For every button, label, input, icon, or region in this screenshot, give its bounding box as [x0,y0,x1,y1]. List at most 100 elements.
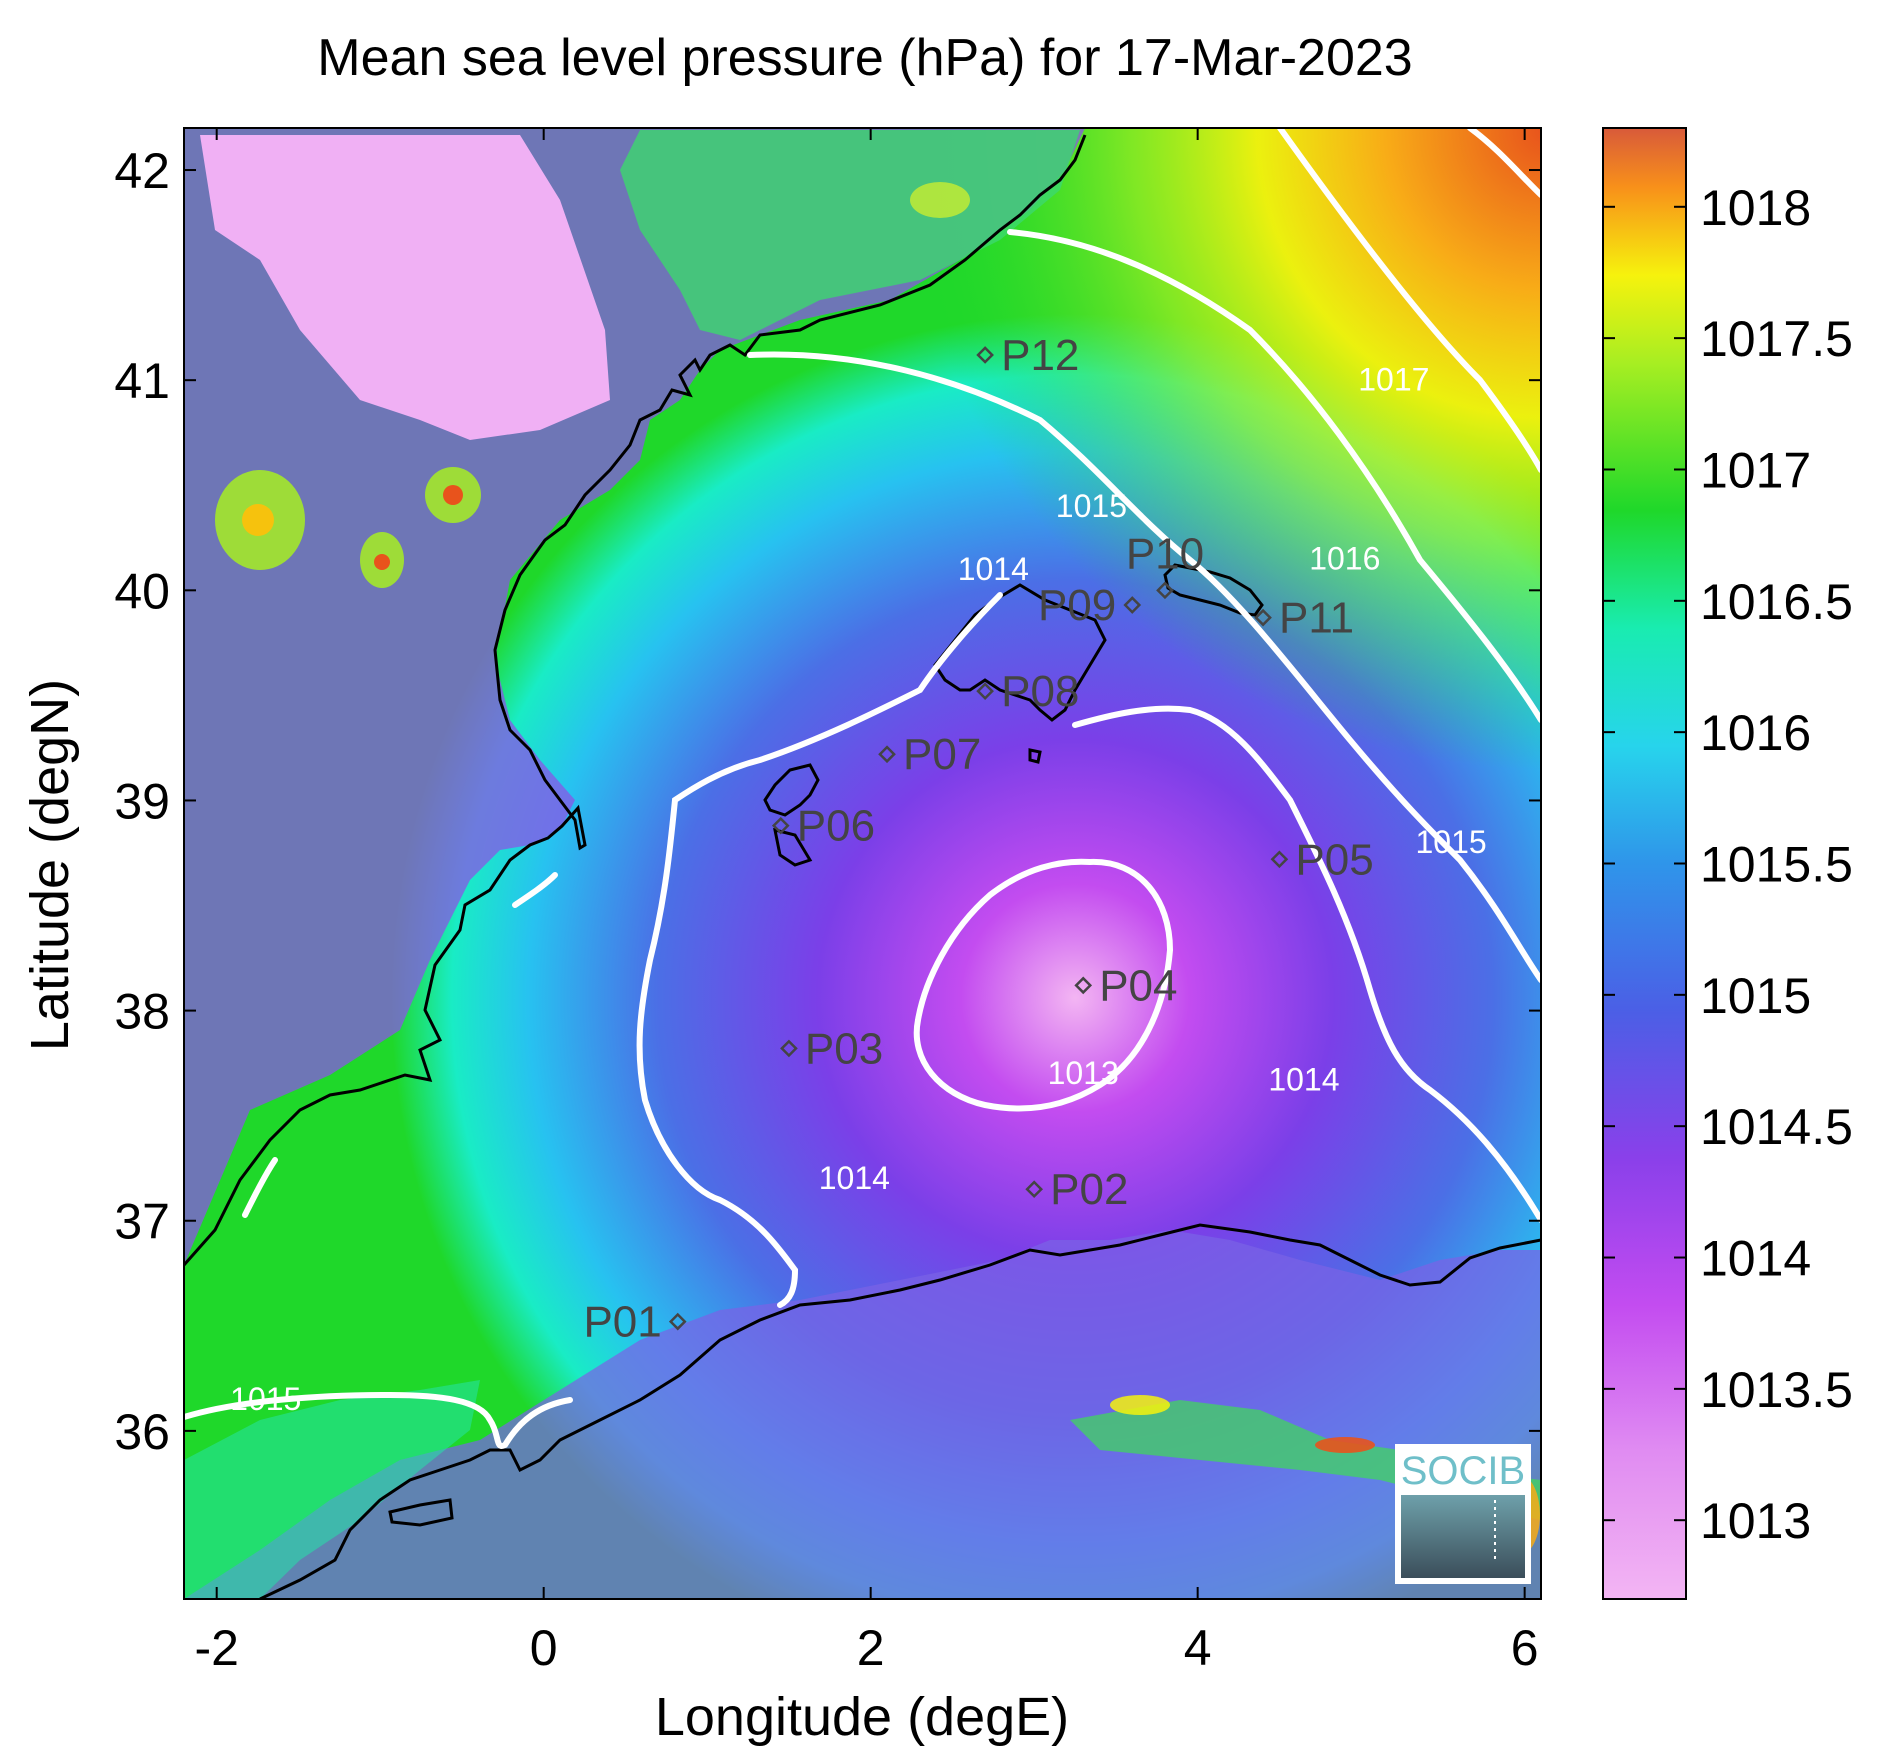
x-tick-label: 4 [1184,1620,1212,1676]
colorbar-tick-label: 1017 [1700,442,1811,498]
station-point: P11 [1254,594,1354,643]
isobar-label: 1015 [1056,488,1127,524]
station-point: P10 [1126,529,1204,600]
station-point: P01 [583,1298,687,1347]
coastlines [184,134,1541,1599]
y-tick-label: 39 [114,773,170,829]
station-marker [976,346,994,364]
colorbar-gradient [1602,127,1687,1600]
x-tick-label: 0 [530,1620,558,1676]
isobar-label: 1014 [1268,1061,1339,1097]
station-label: P03 [805,1024,883,1073]
isobar-label: 1017 [1358,362,1429,398]
colorbar-tick-label: 1017.5 [1700,311,1853,367]
isobar-label: 1015 [1415,824,1486,860]
isobar-coast-fragment-1 [512,872,558,908]
station-label: P04 [1099,961,1177,1010]
isobar-label: 1016 [1309,540,1380,576]
isobar-1014-east [1072,705,1541,1223]
coastline-iberia [184,134,1087,1266]
colorbar-tick-label: 1015 [1700,968,1811,1024]
isobar-label: 1014 [958,551,1029,587]
station-label: P07 [903,730,981,779]
y-tick-label: 36 [114,1404,170,1460]
x-tick-label: 6 [1511,1620,1539,1676]
colorbar: 1018 1017.5 1017 1016.5 1016 1015.5 1015 1014.5… [1602,127,1853,1600]
land-pink-plateau [200,135,610,440]
station-point: P06 [771,802,875,851]
station-marker [1270,850,1289,869]
isobar-1015-south [184,1391,573,1449]
station-point: P04 [1074,961,1178,1010]
isobar-1018-corner [1467,128,1541,198]
station-point: P02 [1025,1165,1128,1214]
colorbar-tick-label: 1013.5 [1700,1362,1853,1418]
colorbar-tick-label: 1016.5 [1700,574,1853,630]
y-axis-label: Latitude (degN) [20,679,80,1051]
y-tick-label: 37 [114,1194,170,1250]
isobar-1015-north [747,351,1541,983]
colorbar-tick-label: 1014 [1700,1231,1811,1287]
coastline-north-africa [259,1223,1541,1599]
station-marker [976,682,994,701]
socib-logo: SOCIB [1395,1444,1531,1584]
station-marker [771,816,790,835]
station-label: P11 [1279,594,1354,643]
land-north-africa [184,1230,1541,1599]
station-label: P10 [1126,529,1204,578]
colorbar-ticks: 1018 1017.5 1017 1016.5 1016 1015.5 1015 1014.5… [1603,180,1853,1549]
isobar-labels: 1017 1016 1015 1015 1014 1014 1014 1013 1015 [230,362,1487,1417]
station-label: P08 [1001,667,1079,716]
y-tick-label: 42 [114,143,170,199]
colorbar-tick-label: 1013 [1700,1493,1811,1549]
x-tick-label: 2 [857,1620,885,1676]
x-tick-label: -2 [194,1620,238,1676]
station-label: P01 [583,1298,661,1347]
station-point: P03 [780,1024,883,1073]
coastline-mallorca [933,583,1107,722]
land-southwest-green [184,1380,480,1599]
colorbar-tick-label: 1015.5 [1700,837,1853,893]
station-point: P05 [1270,835,1374,884]
socib-logo-text: SOCIB [1401,1449,1525,1493]
station-point: P09 [1038,581,1142,630]
isobar-label: 1013 [1048,1055,1119,1091]
x-axis: -2 0 2 4 6 [194,128,1539,1676]
station-marker [780,1039,798,1058]
coastline-formentera [773,827,813,867]
station-marker [1254,608,1272,627]
station-label: P12 [1001,331,1079,380]
station-label: P05 [1295,835,1373,884]
station-label: P06 [797,802,875,851]
y-tick-label: 38 [114,984,170,1040]
colorbar-tick-label: 1018 [1700,180,1811,236]
station-label: P09 [1038,581,1116,630]
x-axis-label: Longitude (degE) [655,1687,1069,1747]
station-label: P02 [1050,1165,1128,1214]
station-marker [1156,581,1174,600]
chart-title: Mean sea level pressure (hPa) for 17-Mar… [317,29,1412,87]
station-marker [1025,1180,1044,1199]
y-tick-label: 41 [114,353,170,409]
coastline-cabrera [1028,748,1042,764]
land-green-belt-north [620,130,1080,340]
isobars [184,128,1541,1449]
isobar-label: 1014 [819,1160,890,1196]
coastline-ibiza [763,763,820,817]
isobar-1014-inner [636,592,1003,1308]
station-marker [668,1312,687,1331]
isobar-1016 [1007,229,1541,723]
station-marker [878,745,896,764]
isobar-1013 [913,858,1174,1112]
station-marker [1074,976,1093,995]
station-point: P07 [878,730,981,779]
y-tick-label: 40 [114,563,170,619]
plot-frame [183,127,1542,1600]
isobar-coast-fragment-2 [242,1157,278,1218]
station-marker [1123,596,1142,614]
isobar-label: 1015 [230,1381,301,1417]
colorbar-tick-label: 1016 [1700,705,1811,761]
